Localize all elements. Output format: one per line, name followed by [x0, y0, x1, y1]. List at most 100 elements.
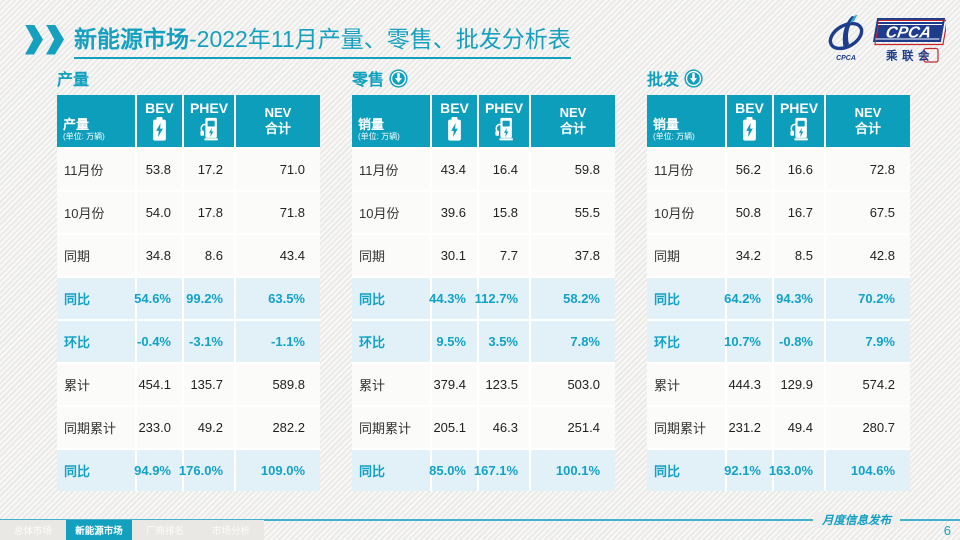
section-header: 批发 [647, 66, 910, 90]
row-label: 环比 [647, 321, 725, 362]
chevron-right-icon [46, 24, 64, 55]
unit-label: (单位: 万辆) [63, 132, 105, 142]
table-section-2: 批发 销量 (单位: 万辆) BEV PHEV NEV 合计 11月份 56.2 16.6 72.8… [647, 66, 910, 491]
logo-swoosh-icon [828, 15, 864, 51]
slide-header: 新能源市场-2022年11月产量、零售、批发分析表 [25, 20, 830, 59]
charging-station-icon [200, 117, 218, 141]
row-label: 同比 [647, 278, 725, 319]
table-cell: 176.0% [179, 450, 234, 491]
footer-tab-3[interactable]: 市场分析 [198, 520, 264, 540]
corner-label: 销量 [358, 117, 385, 133]
row-label: 11月份 [647, 149, 725, 190]
table-cell: 34.2 [727, 235, 772, 276]
table-cell: 251.4 [531, 407, 615, 448]
table-cell: 129.9 [774, 364, 824, 405]
footer-tab-2[interactable]: 厂商排名 [132, 520, 198, 540]
table-cell: 71.0 [236, 149, 320, 190]
table-cell: 16.4 [479, 149, 529, 190]
chevron-right-icon [25, 24, 43, 55]
charging-station-icon [495, 117, 513, 141]
table-cell: 574.2 [826, 364, 910, 405]
table-cell: 503.0 [531, 364, 615, 405]
col-header-nev: NEV 合计 [236, 95, 320, 147]
table-section-1: 零售 销量 (单位: 万辆) BEV PHEV NEV 合计 11月份 43.4 16.4 59.8… [352, 66, 615, 491]
footer-rule [0, 519, 960, 521]
row-label: 同期累计 [57, 407, 135, 448]
table-corner-header: 产量 (单位: 万辆) [57, 95, 135, 147]
section-title: 零售 [352, 72, 385, 89]
table-cell: 7.8% [531, 321, 615, 362]
row-label: 同期 [647, 235, 725, 276]
table-cell: 42.8 [826, 235, 910, 276]
table-cell: 589.8 [236, 364, 320, 405]
table-cell: 39.6 [432, 192, 477, 233]
row-label: 同比 [57, 450, 135, 491]
table-cell: 49.4 [774, 407, 824, 448]
table-cell: 109.0% [236, 450, 320, 491]
table-cell: 46.3 [479, 407, 529, 448]
footer-tab-1[interactable]: 新能源市场 [66, 520, 132, 540]
row-label: 累计 [57, 364, 135, 405]
section-header: 产量 [57, 66, 320, 90]
table-cell: 64.2% [724, 278, 772, 319]
row-label: 同期 [57, 235, 135, 276]
row-label: 11月份 [352, 149, 430, 190]
table-cell: 167.1% [474, 450, 529, 491]
section-header: 零售 [352, 66, 615, 90]
charging-station-icon [790, 117, 808, 141]
corner-label: 产量 [63, 117, 90, 133]
table-cell: 94.3% [774, 278, 824, 319]
row-label: 10月份 [352, 192, 430, 233]
table-cell: 53.8 [137, 149, 182, 190]
table-cell: 70.2% [826, 278, 910, 319]
footer-tab-0[interactable]: 总体市场 [0, 520, 66, 540]
table-cell: 30.1 [432, 235, 477, 276]
data-table: 产量 (单位: 万辆) BEV PHEV NEV 合计 11月份 53.8 17.2 71.0 10… [57, 95, 320, 491]
table-cell: 233.0 [137, 407, 182, 448]
down-arrow-icon [389, 68, 408, 88]
logo-en: CPCA [884, 24, 932, 42]
cpca-logo: CPCA CPCA 乘联会 [826, 13, 948, 68]
table-cell: 16.6 [774, 149, 824, 190]
table-section-0: 产量 产量 (单位: 万辆) BEV PHEV NEV 合计 11月份 53.8 17.2 71.0… [57, 66, 320, 491]
section-title: 产量 [57, 72, 90, 89]
battery-icon [153, 117, 166, 141]
table-cell: -0.4% [137, 321, 182, 362]
table-cell: 63.5% [236, 278, 320, 319]
row-label: 11月份 [57, 149, 135, 190]
down-arrow-icon [684, 68, 703, 88]
col-header-bev: BEV [137, 95, 182, 147]
table-cell: 34.8 [137, 235, 182, 276]
tables-area: 产量 产量 (单位: 万辆) BEV PHEV NEV 合计 11月份 53.8 17.2 71.0… [57, 66, 910, 491]
table-cell: 15.8 [479, 192, 529, 233]
table-cell: 100.1% [531, 450, 615, 491]
table-cell: 7.7 [479, 235, 529, 276]
table-cell: 280.7 [826, 407, 910, 448]
table-cell: 55.5 [531, 192, 615, 233]
row-label: 环比 [57, 321, 135, 362]
table-cell: 44.3% [429, 278, 477, 319]
table-cell: 85.0% [429, 450, 477, 491]
col-header-nev: NEV 合计 [531, 95, 615, 147]
row-label: 同期累计 [647, 407, 725, 448]
col-header-bev: BEV [432, 95, 477, 147]
table-cell: 56.2 [727, 149, 772, 190]
table-cell: 231.2 [727, 407, 772, 448]
table-cell: -3.1% [184, 321, 234, 362]
table-cell: 444.3 [727, 364, 772, 405]
table-cell: 54.6% [134, 278, 182, 319]
table-cell: 9.5% [432, 321, 477, 362]
table-cell: 43.4 [236, 235, 320, 276]
table-cell: 59.8 [531, 149, 615, 190]
table-cell: 58.2% [531, 278, 615, 319]
row-label: 10月份 [57, 192, 135, 233]
table-cell: 104.6% [826, 450, 910, 491]
table-cell: 379.4 [432, 364, 477, 405]
logo-cn: 乘联会 [885, 49, 934, 63]
col-header-nev: NEV 合计 [826, 95, 910, 147]
logo-plate: CPCA [872, 18, 948, 46]
unit-label: (单位: 万辆) [358, 132, 400, 142]
table-cell: 94.9% [134, 450, 182, 491]
table-cell: -0.8% [774, 321, 824, 362]
